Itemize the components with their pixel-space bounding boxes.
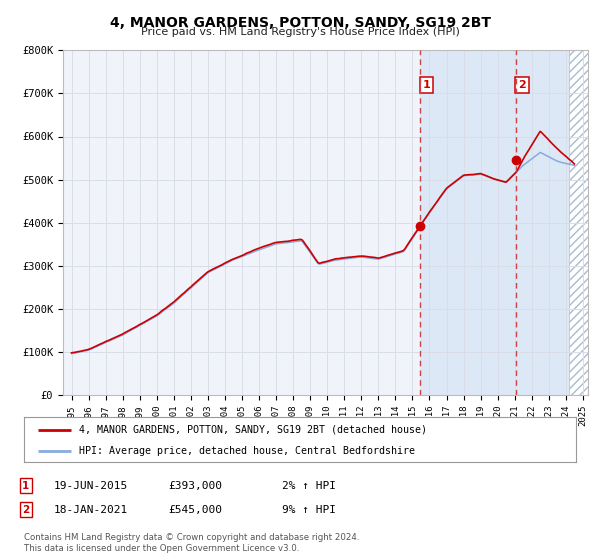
Text: Price paid vs. HM Land Registry's House Price Index (HPI): Price paid vs. HM Land Registry's House … [140, 27, 460, 37]
Bar [569, 50, 588, 395]
Text: 2: 2 [518, 80, 526, 90]
Text: 2% ↑ HPI: 2% ↑ HPI [282, 480, 336, 491]
Text: £545,000: £545,000 [168, 505, 222, 515]
Text: This data is licensed under the Open Government Licence v3.0.: This data is licensed under the Open Gov… [24, 544, 299, 553]
Text: 19-JUN-2015: 19-JUN-2015 [54, 480, 128, 491]
Text: 9% ↑ HPI: 9% ↑ HPI [282, 505, 336, 515]
Text: 4, MANOR GARDENS, POTTON, SANDY, SG19 2BT (detached house): 4, MANOR GARDENS, POTTON, SANDY, SG19 2B… [79, 424, 427, 435]
Text: 1: 1 [22, 480, 29, 491]
Text: 1: 1 [423, 80, 431, 90]
Text: £393,000: £393,000 [168, 480, 222, 491]
Text: 4, MANOR GARDENS, POTTON, SANDY, SG19 2BT: 4, MANOR GARDENS, POTTON, SANDY, SG19 2B… [110, 16, 491, 30]
Text: 2: 2 [22, 505, 29, 515]
Text: Contains HM Land Registry data © Crown copyright and database right 2024.: Contains HM Land Registry data © Crown c… [24, 533, 359, 542]
Text: 18-JAN-2021: 18-JAN-2021 [54, 505, 128, 515]
Bar [569, 50, 588, 395]
Bar [569, 50, 588, 395]
Text: HPI: Average price, detached house, Central Bedfordshire: HPI: Average price, detached house, Cent… [79, 446, 415, 456]
Bar [420, 50, 569, 395]
